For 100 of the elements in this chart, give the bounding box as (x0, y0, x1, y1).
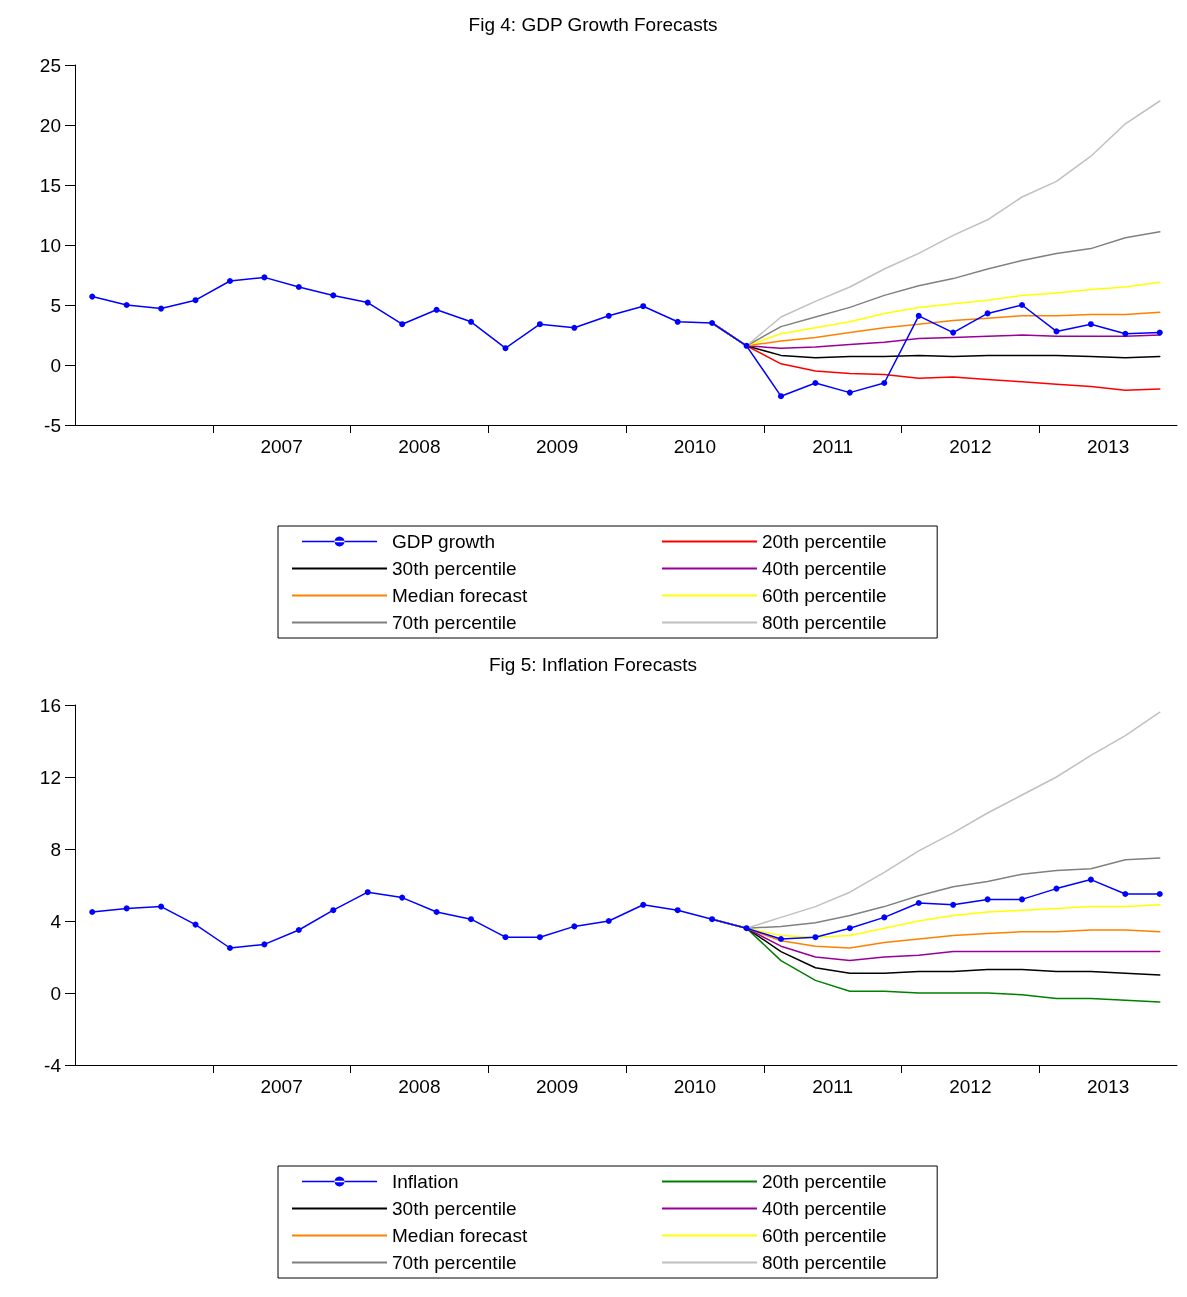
point (1122, 891, 1129, 897)
point (295, 284, 302, 290)
chart-title: Fig 5: Inflation Forecasts (488, 654, 698, 675)
y-tick-label: 12 (39, 766, 61, 788)
legend-label: 40th percentile (762, 1198, 887, 1219)
y-tick-label: 0 (50, 354, 61, 376)
legend-label: Inflation (392, 1171, 459, 1192)
point (1156, 329, 1163, 336)
point (330, 907, 337, 914)
chart-title: Fig 4: GDP Growth Forecasts (468, 14, 718, 35)
x-tick-label: 2010 (673, 1076, 717, 1097)
point (640, 303, 647, 310)
y-tick-label: 5 (50, 294, 61, 316)
x-tick-label: 2008 (398, 436, 441, 457)
point (984, 896, 991, 903)
point (571, 923, 578, 930)
point (433, 909, 440, 915)
point (950, 329, 957, 336)
point (192, 297, 199, 304)
x-tick-label: 2008 (398, 1076, 441, 1097)
point (881, 914, 888, 921)
point (295, 927, 302, 933)
legend-label: 70th percentile (392, 612, 517, 633)
point (1019, 896, 1026, 903)
point (777, 936, 784, 942)
point (1053, 885, 1060, 892)
y-tick-label: 4 (50, 910, 62, 932)
legend-label: 60th percentile (762, 1225, 887, 1246)
point (743, 342, 750, 349)
x-tick-label: 2009 (535, 436, 579, 457)
point (743, 925, 750, 932)
x-tick-label: 2010 (673, 436, 717, 457)
x-tick-label: 2013 (1086, 1076, 1130, 1097)
point (226, 945, 233, 951)
point (881, 380, 888, 386)
legend-label: 60th percentile (762, 585, 887, 606)
x-tick-label: 2007 (260, 436, 303, 457)
point (1156, 891, 1163, 897)
point (950, 901, 957, 908)
y-tick-label: -4 (44, 1054, 62, 1076)
point (1019, 302, 1026, 308)
point (158, 903, 165, 910)
point (915, 312, 922, 319)
x-tick-label: 2011 (812, 1076, 854, 1097)
x-tick-label: 2009 (535, 1076, 579, 1097)
legend-label: 70th percentile (392, 1252, 517, 1273)
point (123, 905, 130, 912)
legend-label: 40th percentile (762, 558, 887, 579)
point (433, 306, 440, 313)
legend-label: 30th percentile (392, 1198, 517, 1219)
point (1122, 330, 1129, 337)
point (1087, 321, 1094, 328)
y-tick-label: 15 (39, 174, 61, 196)
point (123, 302, 130, 308)
x-tick-label: 2012 (949, 436, 992, 457)
point (261, 274, 268, 281)
point (226, 278, 233, 284)
legend-label: 20th percentile (762, 1171, 887, 1192)
point (261, 941, 268, 948)
point (502, 934, 509, 941)
point (846, 389, 853, 396)
point (984, 310, 991, 317)
point (605, 312, 612, 319)
point (571, 324, 578, 331)
y-tick-label: 20 (39, 114, 61, 136)
x-tick-label: 2013 (1086, 436, 1130, 457)
point (399, 321, 406, 328)
point (674, 318, 681, 325)
x-tick-label: 2007 (260, 1076, 303, 1097)
point (709, 916, 716, 923)
legend-label: 80th percentile (762, 612, 887, 633)
y-tick-label: 25 (39, 54, 61, 76)
x-tick-label: 2012 (949, 1076, 992, 1097)
point (846, 925, 853, 932)
legend-label: Median forecast (392, 585, 528, 606)
point (674, 907, 681, 914)
legend-label: 30th percentile (392, 558, 517, 579)
y-tick-label: 10 (39, 234, 61, 256)
legend-label: 20th percentile (762, 531, 887, 552)
point (777, 393, 784, 400)
point (536, 321, 543, 328)
point (605, 918, 612, 924)
point (709, 320, 716, 326)
point (364, 889, 371, 896)
point (89, 909, 96, 915)
x-tick-label: 2011 (812, 436, 854, 457)
point (158, 305, 165, 312)
point (640, 901, 647, 908)
legend-label: 80th percentile (762, 1252, 887, 1273)
legend-label: Median forecast (392, 1225, 528, 1246)
legend-label: GDP growth (392, 531, 496, 552)
point (89, 293, 96, 300)
point (812, 934, 819, 941)
point (812, 380, 819, 386)
point (330, 292, 337, 299)
point (468, 916, 475, 923)
y-tick-label: -5 (44, 414, 61, 436)
point (468, 318, 475, 325)
point (915, 900, 922, 906)
point (399, 894, 406, 901)
